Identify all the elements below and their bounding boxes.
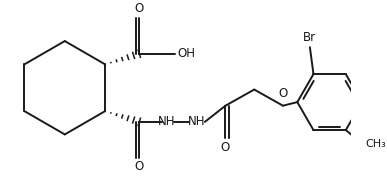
Text: O: O (221, 141, 230, 154)
Text: NH: NH (188, 115, 205, 128)
Text: O: O (278, 87, 288, 100)
Text: OH: OH (177, 47, 195, 60)
Text: Br: Br (303, 32, 317, 45)
Text: NH: NH (158, 115, 175, 128)
Text: O: O (135, 2, 144, 15)
Text: O: O (135, 161, 144, 174)
Text: CH₃: CH₃ (366, 139, 386, 149)
